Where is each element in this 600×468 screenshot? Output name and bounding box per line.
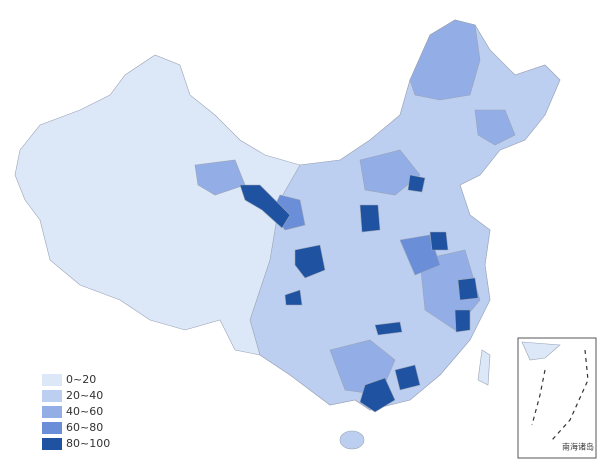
region — [409, 19, 481, 101]
region — [399, 234, 441, 276]
region — [359, 149, 421, 196]
legend-label: 40~60 — [66, 405, 103, 418]
region — [239, 184, 291, 229]
region — [429, 231, 449, 251]
region — [194, 159, 246, 196]
region — [454, 309, 471, 333]
region — [374, 321, 403, 336]
legend-label: 80~100 — [66, 437, 110, 450]
legend-label: 0~20 — [66, 373, 96, 386]
legend: 0~20 20~40 40~60 60~80 80~100 — [42, 373, 110, 450]
legend-swatch — [42, 438, 62, 450]
legend-swatch — [42, 422, 62, 434]
region — [407, 174, 426, 193]
region — [394, 364, 421, 391]
region — [294, 244, 326, 279]
inset-boundary — [531, 349, 589, 441]
region — [359, 377, 396, 413]
region — [284, 289, 303, 306]
region — [474, 109, 516, 146]
region — [359, 204, 381, 233]
inset-label: 南海诸岛 — [562, 442, 594, 452]
legend-swatch — [42, 374, 62, 386]
legend-label: 60~80 — [66, 421, 103, 434]
inset-coast — [521, 341, 561, 361]
island — [339, 430, 365, 450]
legend-label: 20~40 — [66, 389, 103, 402]
region — [457, 277, 479, 301]
legend-swatch — [42, 406, 62, 418]
legend-swatch — [42, 390, 62, 402]
island — [477, 349, 491, 386]
